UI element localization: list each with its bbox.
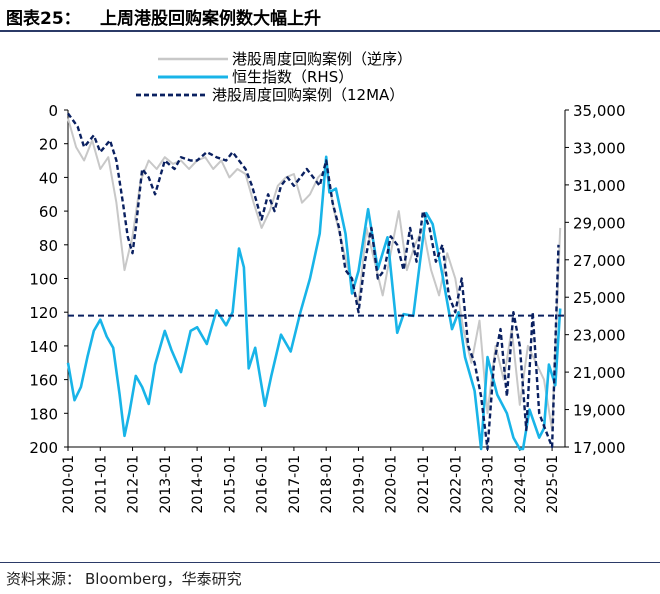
x-tick-label: 2013-01 (158, 455, 174, 514)
legend-label-ma12: 港股周度回购案例（12MA） (212, 86, 404, 104)
x-tick-label: 2025-01 (545, 455, 561, 514)
axes-layer: 0 20 40 60 80 100 120 140 160 180 200 35,000 33,000 3… (29, 102, 625, 514)
right-tick-label: 23,000 (573, 327, 626, 345)
figure-label: 图表25： (6, 9, 81, 29)
source-prefix: 资料来源： (6, 570, 82, 588)
right-tick-label: 31,000 (573, 177, 626, 195)
left-tick-label: 160 (29, 372, 58, 390)
figure-header: 图表25： 上周港股回购案例数大幅上升 (0, 0, 660, 30)
footer-divider (0, 562, 660, 563)
x-tick-label: 2014-01 (190, 455, 206, 514)
x-tick-label: 2023-01 (481, 455, 497, 514)
left-tick-label: 120 (29, 304, 58, 322)
left-tick-label: 180 (29, 405, 58, 423)
chart: 0 20 40 60 80 100 120 140 160 180 200 35,000 33,000 3… (29, 50, 625, 514)
right-tick-label: 35,000 (573, 102, 626, 120)
series-layer (66, 112, 565, 451)
x-tick-label: 2010-01 (61, 455, 77, 514)
x-tick-label: 2011-01 (93, 455, 109, 514)
right-tick-label: 21,000 (573, 364, 626, 382)
legend-label-weekly: 港股周度回购案例（逆序） (232, 50, 412, 68)
x-tick-label: 2016-01 (255, 455, 271, 514)
left-tick-label: 140 (29, 338, 58, 356)
left-tick-label: 100 (29, 271, 58, 289)
x-tick-label: 2021-01 (416, 455, 432, 514)
source-note: 资料来源： Bloomberg，华泰研究 (6, 568, 246, 589)
left-tick-label: 80 (39, 237, 58, 255)
series-line-ma12 (67, 112, 560, 451)
left-tick-label: 20 (39, 136, 58, 154)
legend-label-hsi: 恒生指数（RHS） (232, 68, 353, 86)
right-tick-label: 29,000 (573, 214, 626, 232)
x-tick-label: 2015-01 (222, 455, 238, 514)
right-tick-label: 19,000 (573, 402, 626, 420)
right-tick-label: 17,000 (573, 439, 626, 457)
left-tick-label: 0 (48, 102, 58, 120)
x-tick-label: 2020-01 (384, 455, 400, 514)
right-tick-label: 33,000 (573, 139, 626, 157)
right-tick-label: 27,000 (573, 252, 626, 270)
x-tick-label: 2019-01 (351, 455, 367, 514)
left-tick-label: 60 (39, 203, 58, 221)
x-tick-label: 2022-01 (448, 455, 464, 514)
figure-title: 上周港股回购案例数大幅上升 (100, 9, 321, 29)
left-tick-label: 40 (39, 169, 58, 187)
left-tick-label: 200 (29, 439, 58, 457)
x-tick-label: 2017-01 (287, 455, 303, 514)
source-text: Bloomberg，华泰研究 (85, 570, 242, 588)
series-line-hsi (66, 155, 562, 451)
header-divider (0, 30, 660, 32)
right-tick-label: 25,000 (573, 289, 626, 307)
x-tick-label: 2012-01 (126, 455, 142, 514)
legend: 港股周度回购案例（逆序）恒生指数（RHS）港股周度回购案例（12MA） (136, 50, 412, 104)
x-tick-label: 2018-01 (319, 455, 335, 514)
series-line-weekly (67, 118, 562, 432)
x-tick-label: 2024-01 (513, 455, 529, 514)
